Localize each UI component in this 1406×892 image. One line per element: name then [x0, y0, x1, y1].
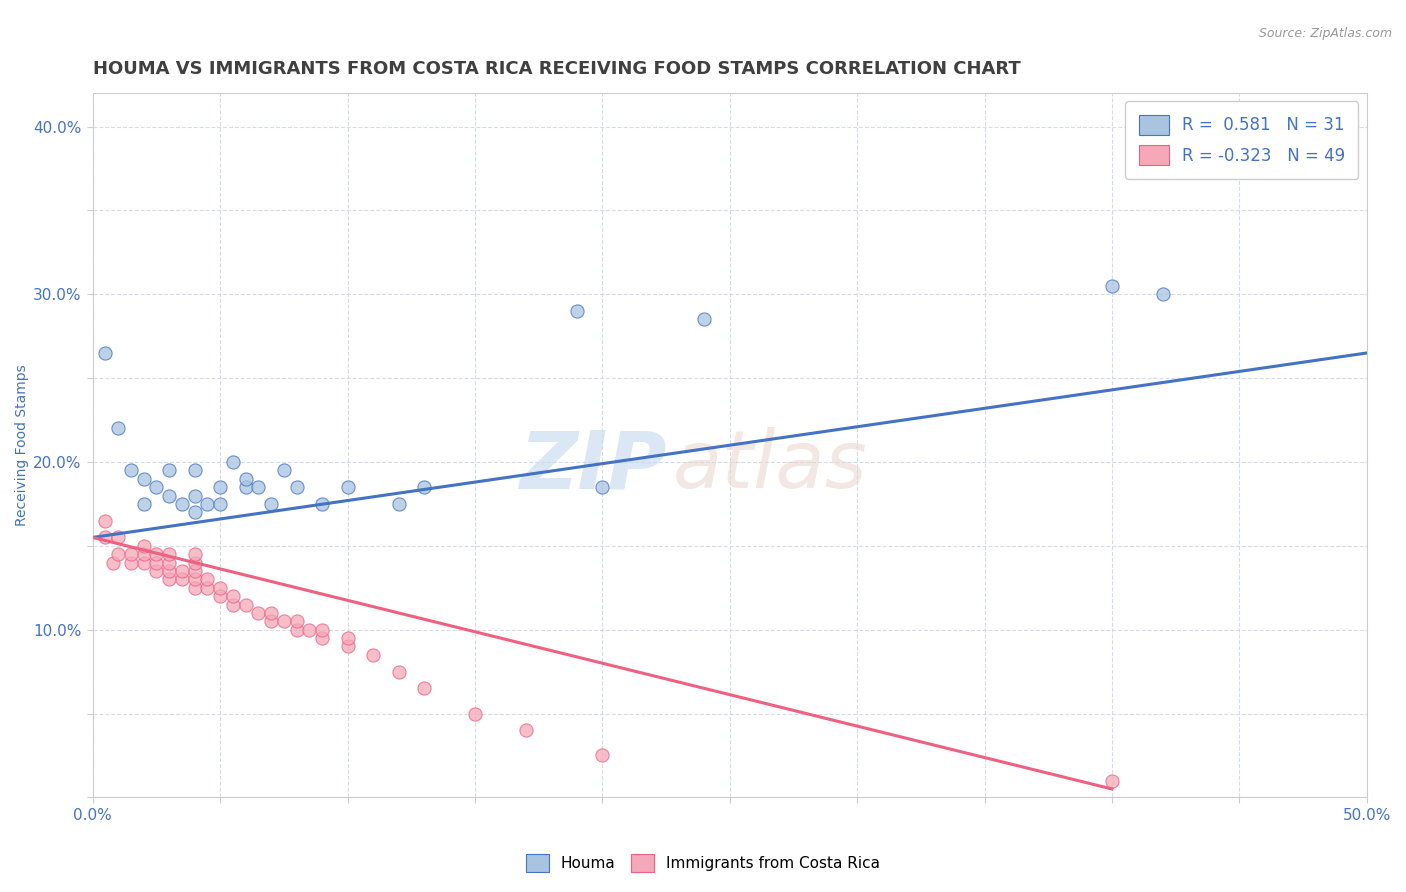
Point: [157, 556, 180, 570]
Point: [209, 480, 232, 494]
Point: [183, 489, 205, 503]
Point: [183, 581, 205, 595]
Point: [132, 497, 155, 511]
Point: [222, 598, 245, 612]
Point: [120, 556, 142, 570]
Point: [260, 497, 283, 511]
Point: [464, 706, 486, 721]
Point: [157, 547, 180, 561]
Point: [591, 748, 613, 763]
Point: [209, 589, 232, 603]
Point: [107, 421, 129, 435]
Point: [260, 615, 283, 629]
Point: [336, 480, 359, 494]
Point: [94, 531, 117, 545]
Point: [132, 547, 155, 561]
Point: [145, 564, 167, 578]
Text: atlas: atlas: [672, 427, 868, 506]
Point: [1152, 287, 1174, 301]
Legend: Houma, Immigrants from Costa Rica: Houma, Immigrants from Costa Rica: [519, 846, 887, 880]
Point: [183, 505, 205, 519]
Point: [132, 556, 155, 570]
Point: [565, 304, 588, 318]
Point: [1101, 279, 1123, 293]
Point: [197, 497, 219, 511]
Point: [336, 631, 359, 645]
Text: HOUMA VS IMMIGRANTS FROM COSTA RICA RECEIVING FOOD STAMPS CORRELATION CHART: HOUMA VS IMMIGRANTS FROM COSTA RICA RECE…: [93, 60, 1021, 78]
Point: [298, 623, 321, 637]
Point: [170, 497, 193, 511]
Point: [132, 539, 155, 553]
Point: [132, 472, 155, 486]
Legend: R =  0.581   N = 31, R = -0.323   N = 49: R = 0.581 N = 31, R = -0.323 N = 49: [1125, 102, 1358, 178]
Point: [247, 606, 270, 620]
Point: [145, 480, 167, 494]
Point: [170, 573, 193, 587]
Point: [387, 497, 409, 511]
Point: [235, 480, 257, 494]
Point: [197, 573, 219, 587]
Point: [591, 480, 613, 494]
Point: [361, 648, 384, 662]
Point: [336, 640, 359, 654]
Point: [183, 556, 205, 570]
Point: [1101, 773, 1123, 788]
Point: [311, 623, 333, 637]
Point: [222, 589, 245, 603]
Point: [222, 455, 245, 469]
Point: [260, 606, 283, 620]
Point: [197, 581, 219, 595]
Point: [94, 346, 117, 360]
Point: [145, 547, 167, 561]
Point: [183, 463, 205, 477]
Point: [101, 556, 124, 570]
Point: [285, 615, 308, 629]
Point: [693, 312, 716, 326]
Point: [157, 564, 180, 578]
Point: [413, 681, 436, 696]
Point: [209, 581, 232, 595]
Point: [120, 547, 142, 561]
Point: [145, 556, 167, 570]
Point: [311, 497, 333, 511]
Point: [183, 564, 205, 578]
Point: [157, 489, 180, 503]
Point: [235, 598, 257, 612]
Point: [311, 631, 333, 645]
Point: [157, 463, 180, 477]
Point: [413, 480, 436, 494]
Point: [235, 472, 257, 486]
Point: [107, 531, 129, 545]
Point: [170, 564, 193, 578]
Text: ZIP: ZIP: [519, 427, 666, 506]
Point: [107, 547, 129, 561]
Point: [285, 480, 308, 494]
Point: [94, 514, 117, 528]
Point: [285, 623, 308, 637]
Point: [273, 463, 295, 477]
Point: [387, 665, 409, 679]
Y-axis label: Receiving Food Stamps: Receiving Food Stamps: [15, 364, 30, 526]
Point: [183, 547, 205, 561]
Point: [183, 573, 205, 587]
Point: [209, 497, 232, 511]
Point: [515, 723, 537, 738]
Point: [247, 480, 270, 494]
Text: Source: ZipAtlas.com: Source: ZipAtlas.com: [1258, 27, 1392, 40]
Point: [157, 573, 180, 587]
Point: [273, 615, 295, 629]
Point: [120, 463, 142, 477]
